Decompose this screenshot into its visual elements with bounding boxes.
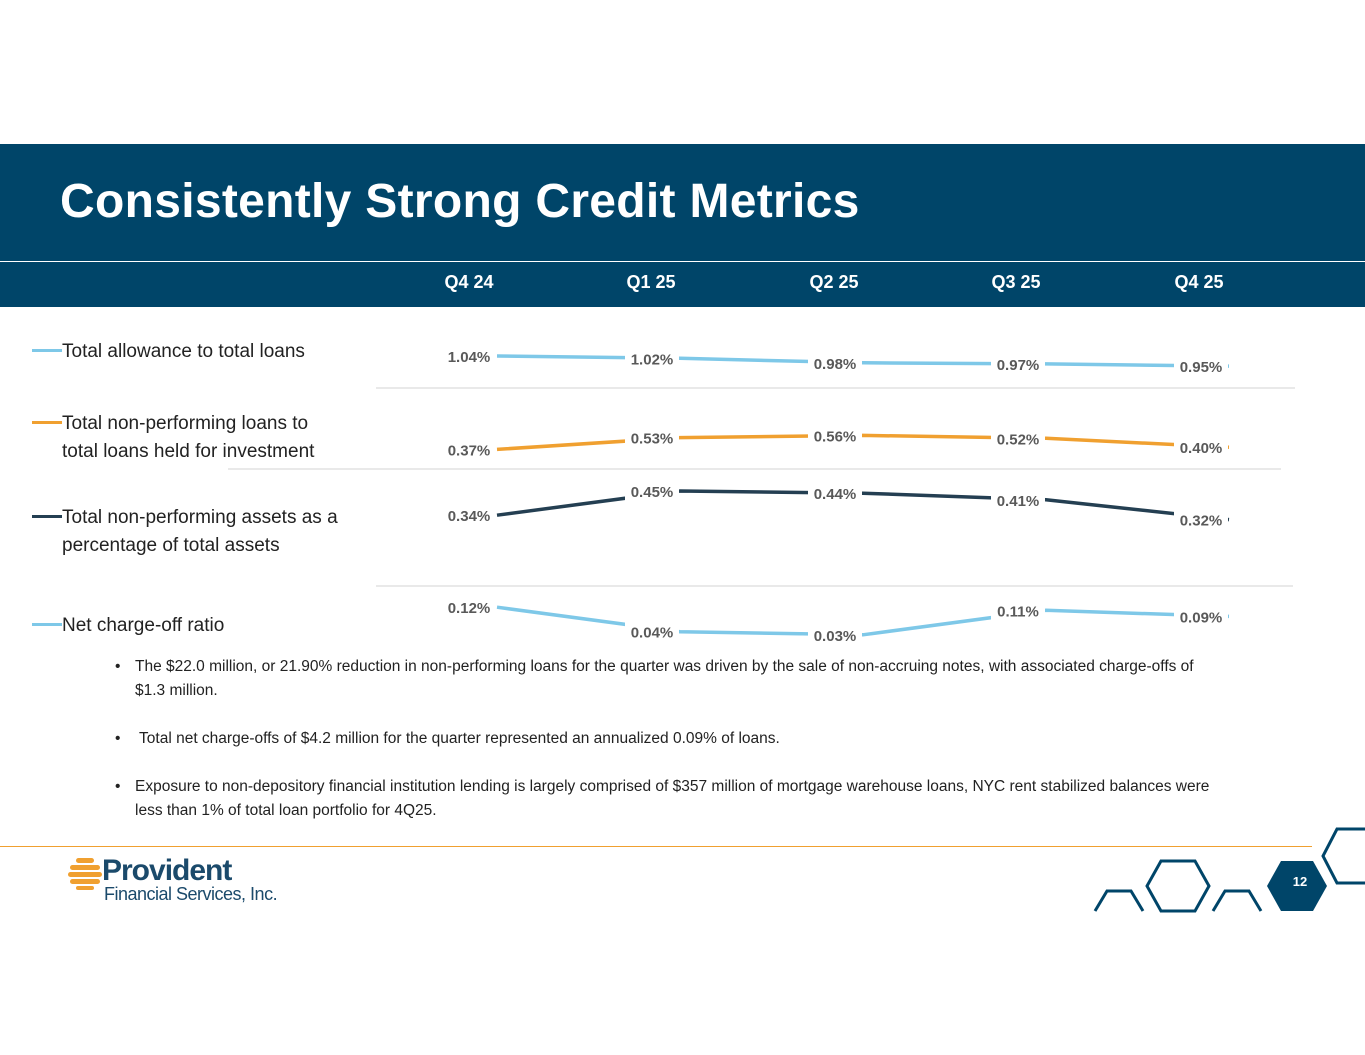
logo-subtitle: Financial Services, Inc. xyxy=(104,884,278,904)
data-label-bg xyxy=(1174,606,1228,627)
legend-label-npl: Total non-performing loans to total loans… xyxy=(62,413,315,462)
data-label-npa: 0.44% xyxy=(814,486,857,503)
data-label-bg xyxy=(442,439,496,460)
title-band: Consistently Strong Credit Metrics xyxy=(0,144,1365,261)
page-title: Consistently Strong Credit Metrics xyxy=(60,175,860,228)
legend-swatch-nco xyxy=(32,623,62,626)
legend-nco: Net charge-off ratio xyxy=(32,612,224,640)
legend-label-npa: Total non-performing assets as a percenta… xyxy=(62,507,338,556)
data-label-bg xyxy=(808,425,862,446)
data-label-nco: 0.09% xyxy=(1180,609,1223,626)
bullet-text: Total net charge-offs of $4.2 million fo… xyxy=(135,730,780,747)
data-label-npl: 0.56% xyxy=(814,428,857,445)
data-label-bg xyxy=(625,621,679,642)
data-label-bg xyxy=(442,346,496,366)
data-label-allowance: 0.95% xyxy=(1180,359,1223,376)
logo-name: Provident xyxy=(102,854,232,887)
legend-npl: Total non-performing loans to total loans… xyxy=(32,410,314,466)
bullet-symbol: • xyxy=(115,730,121,747)
footer-rule xyxy=(0,846,1312,847)
data-label-bg xyxy=(625,481,679,501)
data-label-npl: 0.52% xyxy=(997,431,1040,448)
bullet-item: • Total net charge-offs of $4.2 million … xyxy=(115,727,1215,751)
data-label-bg xyxy=(991,428,1045,449)
bullet-item: • The $22.0 million, or 21.90% reduction… xyxy=(115,655,1215,703)
hexagon-shape xyxy=(1211,889,1263,912)
bullet-symbol: • xyxy=(115,778,121,795)
data-label-nco: 0.03% xyxy=(814,628,857,645)
hexagon-shape xyxy=(1093,889,1145,912)
quarter-label-q4-25: Q4 25 xyxy=(1174,272,1224,292)
quarter-label-q1-25: Q1 25 xyxy=(626,272,676,292)
data-label-bg xyxy=(991,353,1045,374)
legend-swatch-npa xyxy=(32,515,62,518)
quarter-label-q4-24: Q4 24 xyxy=(444,272,494,292)
data-label-bg xyxy=(625,348,679,369)
bullet-item: • Exposure to non-depository financial i… xyxy=(115,775,1215,823)
data-label-bg xyxy=(808,483,862,504)
hexagon-shape xyxy=(1321,827,1365,885)
logo-mark-icon xyxy=(68,858,102,890)
legend-swatch-allowance xyxy=(32,349,62,352)
page-number-hexagon xyxy=(1267,861,1327,911)
data-label-bg xyxy=(442,505,496,526)
quarter-label-q3-25: Q3 25 xyxy=(991,272,1041,292)
data-label-bg xyxy=(1174,437,1228,458)
data-label-npa: 0.32% xyxy=(1180,513,1223,530)
page-number: 12 xyxy=(1292,874,1308,889)
data-label-allowance: 1.04% xyxy=(448,349,491,366)
legend-swatch-npl xyxy=(32,421,62,424)
legend-allowance: Total allowance to total loans xyxy=(32,338,305,366)
data-label-bg xyxy=(991,489,1045,510)
bullet-text: Exposure to non-depository financial ins… xyxy=(135,778,1210,819)
data-label-allowance: 1.02% xyxy=(631,351,674,368)
data-label-npl: 0.37% xyxy=(448,442,491,459)
bullet-text: The $22.0 million, or 21.90% reduction i… xyxy=(135,658,1194,699)
data-label-bg xyxy=(442,597,496,618)
data-label-npl: 0.53% xyxy=(631,431,674,448)
series-line-allowance xyxy=(496,354,1230,368)
data-label-nco: 0.04% xyxy=(631,625,674,642)
data-label-bg xyxy=(625,427,679,448)
series-line-npa xyxy=(496,489,1230,522)
quarter-label-q2-25: Q2 25 xyxy=(809,272,859,292)
legend-label-nco: Net charge-off ratio xyxy=(62,615,225,636)
data-label-npl: 0.40% xyxy=(1180,440,1223,457)
bullet-list: • The $22.0 million, or 21.90% reduction… xyxy=(115,655,1215,847)
series-line-npl xyxy=(496,433,1230,452)
data-label-npa: 0.45% xyxy=(631,484,674,501)
data-label-bg xyxy=(1174,356,1228,377)
data-label-bg xyxy=(808,352,862,373)
data-label-nco: 0.12% xyxy=(448,600,491,617)
legend-npa: Total non-performing assets as a percenta… xyxy=(32,504,338,560)
data-label-nco: 0.11% xyxy=(997,603,1039,620)
bullet-symbol: • xyxy=(115,658,121,675)
legend-label-allowance: Total allowance to total loans xyxy=(62,341,305,362)
series-line-nco xyxy=(496,605,1230,637)
data-label-allowance: 0.98% xyxy=(814,356,857,373)
data-label-npa: 0.34% xyxy=(448,508,491,525)
hexagon-shape xyxy=(1145,859,1211,913)
data-label-bg xyxy=(1174,509,1228,530)
quarter-header: Q4 24 Q1 25 Q2 25 Q3 25 Q4 25 xyxy=(0,262,1365,307)
data-label-bg xyxy=(808,624,862,645)
data-label-bg xyxy=(991,600,1045,621)
hexagon-decoration xyxy=(1093,827,1365,913)
data-label-npa: 0.41% xyxy=(997,493,1040,510)
data-label-allowance: 0.97% xyxy=(997,357,1040,374)
